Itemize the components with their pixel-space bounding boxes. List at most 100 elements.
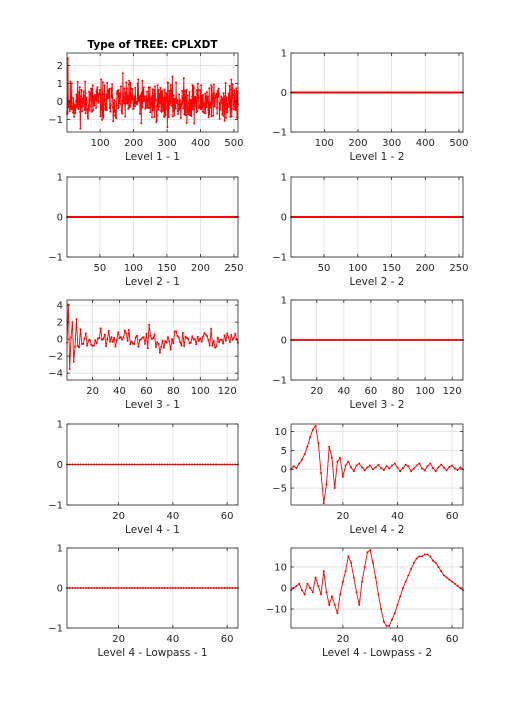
data-point	[320, 593, 323, 596]
data-point	[84, 332, 87, 335]
data-point	[344, 570, 347, 573]
data-point	[197, 96, 200, 99]
data-point	[231, 587, 234, 589]
data-point	[164, 108, 167, 111]
data-point	[113, 100, 116, 103]
x-tick-label: 40	[391, 634, 404, 645]
data-point	[181, 100, 184, 103]
data-point	[67, 57, 69, 60]
x-tick-label: 120	[218, 386, 237, 397]
data-point	[196, 335, 199, 338]
data-point	[459, 466, 462, 469]
data-point	[140, 338, 143, 341]
data-point	[377, 463, 380, 466]
data-point	[76, 587, 79, 589]
data-point	[396, 466, 399, 469]
axes-box	[290, 423, 464, 506]
data-point	[155, 587, 158, 589]
data-point	[148, 106, 151, 109]
data-point	[154, 85, 157, 88]
data-point	[139, 93, 142, 96]
x-tick-label: 60	[446, 634, 459, 645]
data-point	[407, 574, 410, 577]
data-point	[148, 86, 151, 89]
data-point	[102, 116, 105, 119]
data-point	[131, 87, 134, 90]
data-point	[154, 346, 157, 349]
data-point	[152, 105, 155, 108]
data-point	[90, 98, 93, 101]
data-point	[110, 336, 113, 339]
y-tick-label: 0	[281, 88, 287, 99]
data-point	[161, 339, 164, 342]
data-point	[161, 463, 163, 466]
data-point	[177, 336, 180, 339]
data-point	[234, 93, 237, 96]
data-point	[149, 111, 152, 114]
data-point	[175, 330, 178, 333]
data-point	[371, 561, 374, 564]
data-point	[388, 624, 391, 627]
y-tick-label: −1	[272, 128, 287, 139]
y-tick-label: 1	[57, 544, 63, 555]
data-point	[179, 116, 182, 119]
data-point	[190, 463, 193, 466]
data-point	[137, 345, 140, 348]
data-point	[98, 88, 101, 91]
data-point	[136, 82, 139, 85]
y-tick-label: 1	[281, 173, 287, 184]
data-point	[85, 101, 88, 104]
data-point	[148, 96, 151, 99]
x-tick-label: 100	[416, 386, 435, 397]
data-point	[431, 559, 434, 562]
data-point	[217, 87, 220, 90]
data-point	[152, 109, 154, 112]
data-point	[185, 587, 188, 589]
data-point	[86, 344, 89, 347]
data-point	[451, 580, 454, 583]
data-point	[456, 584, 459, 587]
data-point	[111, 340, 114, 343]
data-point	[121, 338, 124, 341]
data-point	[222, 114, 225, 117]
subplot-l4l-2: 20 40 60 −10 0 10 Level 4 - Lowpass - 2	[266, 547, 464, 659]
data-point	[124, 98, 127, 101]
data-point	[119, 336, 122, 339]
data-point	[117, 106, 120, 109]
data-point	[159, 101, 162, 104]
data-point	[228, 341, 231, 344]
data-point	[164, 340, 167, 343]
data-point	[180, 344, 183, 347]
data-point	[142, 587, 144, 589]
data-point	[131, 98, 134, 101]
data-point	[401, 587, 404, 589]
data-point	[201, 102, 204, 104]
data-point	[160, 345, 163, 348]
data-point	[74, 345, 77, 348]
data-point	[169, 84, 172, 87]
x-tick-label: 60	[446, 511, 459, 522]
data-point	[228, 463, 231, 466]
y-tick-label: 0	[281, 465, 287, 476]
data-point	[309, 587, 312, 589]
data-point	[219, 99, 222, 102]
data-point	[200, 340, 203, 343]
data-point	[211, 344, 214, 347]
data-point	[423, 469, 426, 472]
data-point	[200, 106, 203, 109]
data-point	[363, 469, 366, 472]
data-point	[124, 91, 127, 94]
data-point	[96, 88, 99, 91]
data-point	[79, 98, 82, 101]
data-point	[133, 105, 136, 108]
data-point	[102, 107, 105, 110]
data-point	[210, 84, 213, 87]
data-point	[101, 81, 104, 84]
data-point	[146, 97, 149, 100]
x-tick-label: 40	[337, 386, 350, 397]
data-point	[328, 445, 331, 448]
y-tick-label: −5	[272, 484, 287, 495]
data-point	[88, 338, 91, 341]
data-point	[167, 116, 170, 119]
data-point	[172, 342, 175, 345]
